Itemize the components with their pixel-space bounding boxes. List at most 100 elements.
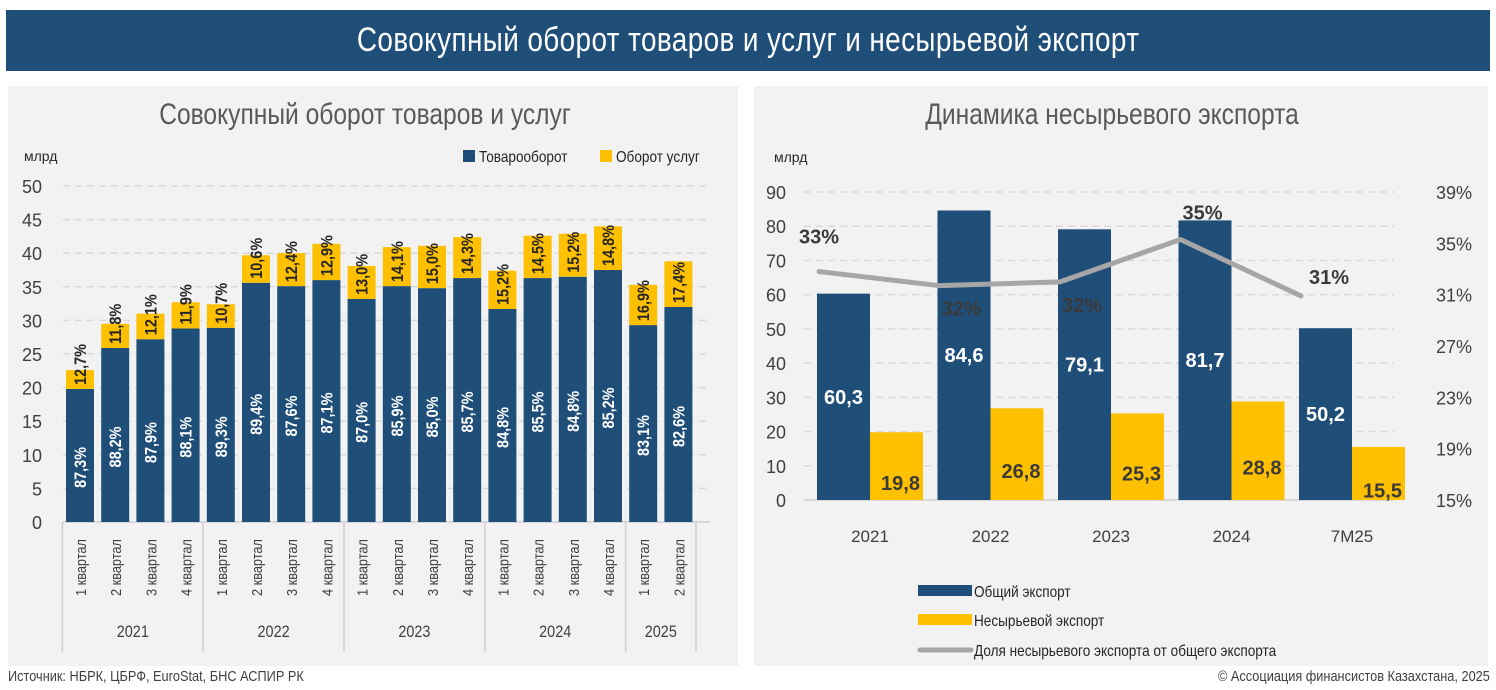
bar-services [664, 261, 693, 307]
legend-swatch-goods [463, 150, 475, 162]
bar-value-total-export: 50,2 [1306, 404, 1345, 426]
bar-services [171, 302, 200, 329]
export-chart-panel: Динамика несырьевого экспорта млрд 0 10 20 30… [754, 86, 1488, 666]
bar-nonresource-export [990, 408, 1044, 500]
bar-total-export [937, 210, 991, 500]
copyright-text: © Ассоциация финансистов Казахстана, 202… [1218, 668, 1490, 685]
x-category-label: 2023 [1092, 527, 1130, 546]
x-category-label: 3 квартал [424, 539, 441, 596]
y2-tick-label: 31% [1436, 286, 1472, 306]
bar-label-goods-share: 85,2% [600, 388, 618, 429]
y-tick-label: 20 [22, 379, 42, 399]
bar-services [488, 270, 517, 309]
page-title-banner: Совокупный оборот товаров и услуг и несы… [6, 10, 1490, 71]
bar-services [347, 265, 376, 299]
legend-label-nonresource-export: Несырьевой экспорт [974, 613, 1104, 630]
bar-goods [347, 298, 376, 522]
bar-label-goods-share: 87,6% [283, 396, 301, 437]
bar-goods [664, 306, 693, 522]
bar-label-goods-share: 84,8% [565, 391, 583, 432]
y-tick-label: 0 [776, 491, 786, 511]
bar-label-services-share: 17,4% [670, 262, 688, 303]
bar-goods [242, 282, 270, 522]
bar-label-goods-share: 85,0% [424, 397, 442, 438]
legend: Товарооборот Оборот услуг [463, 149, 700, 166]
bar-goods [523, 278, 552, 522]
source-note: Источник: НБРК, ЦБРФ, EuroStat, БНС АСПИ… [8, 668, 356, 685]
y-tick-label: 15 [22, 412, 42, 432]
bar-label-goods-share: 85,7% [459, 392, 477, 433]
source-text: Источник: НБРК, ЦБРФ, EuroStat, БНС АСПИ… [8, 668, 304, 685]
bar-label-services-share: 12,1% [142, 294, 160, 335]
y-tick-label: 50 [22, 177, 42, 197]
bar-services [594, 226, 622, 270]
x-category-label: 2 квартал [248, 539, 265, 596]
x-category-label: 2022 [972, 527, 1010, 546]
bar-total-export [1178, 220, 1232, 500]
bar-label-goods-share: 87,9% [142, 422, 160, 463]
export-chart: Динамика несырьевого экспорта млрд 0 10 20 30… [766, 97, 1472, 661]
bar-label-services-share: 10,6% [248, 238, 266, 279]
x-category-label: 1 квартал [213, 539, 230, 596]
legend-swatch-total-export [918, 585, 972, 596]
bar-goods [418, 288, 446, 522]
legend-label-total-export: Общий экспорт [974, 584, 1071, 601]
bar-services [66, 370, 94, 389]
x-category-label: 3 квартал [565, 539, 582, 596]
x-category-label: 2 квартал [107, 539, 124, 596]
bar-value-total-export: 60,3 [824, 387, 863, 409]
bar-services [629, 284, 658, 326]
x-category-label: 2 квартал [530, 539, 547, 596]
x-category-label: 1 квартал [494, 539, 511, 596]
y-tick-label: 30 [22, 311, 42, 331]
y-tick-label: 35 [22, 278, 42, 298]
bar-total-export [1299, 328, 1352, 500]
legend: Общий экспорт Несырьевой экспорт Доля несы… [917, 584, 1277, 660]
bar-label-services-share: 14,3% [459, 233, 477, 274]
bar-services [382, 247, 411, 287]
bar-label-services-share: 14,8% [600, 225, 618, 266]
bar-label-goods-share: 85,5% [530, 392, 548, 433]
x-category-label: 4 квартал [600, 539, 617, 596]
bar-services [101, 323, 130, 348]
bar-nonresource-export [1352, 446, 1405, 500]
bar-label-services-share: 13,0% [354, 254, 372, 295]
turnover-chart-panel: Совокупный оборот товаров и услуг млрд Тов… [8, 86, 738, 666]
y2-tick-label: 15% [1436, 491, 1472, 511]
turnover-chart: Совокупный оборот товаров и услуг млрд Тов… [22, 97, 710, 652]
bar-label-services-share: 12,9% [318, 235, 336, 276]
bar-label-services-share: 14,5% [530, 233, 548, 274]
bar-value-total-export: 81,7 [1186, 350, 1225, 372]
y-tick-label: 40 [22, 244, 42, 264]
x-category-label: 3 квартал [142, 539, 159, 596]
y-tick-label: 20 [766, 423, 786, 443]
bar-nonresource-export [1111, 413, 1164, 500]
x-category-label: 2 квартал [389, 539, 406, 596]
bar-goods [206, 327, 235, 522]
bar-services [312, 243, 341, 281]
bar-label-services-share: 14,1% [389, 241, 407, 282]
bar-value-total-export: 84,6 [945, 345, 984, 367]
line-value-label: 35% [1182, 202, 1222, 224]
bar-label-services-share: 12,7% [72, 344, 90, 385]
y-tick-label: 50 [766, 320, 786, 340]
bar-label-goods-share: 87,1% [318, 393, 336, 434]
bar-label-services-share: 15,2% [565, 232, 583, 273]
y-tick-label: 30 [766, 388, 786, 408]
chart-title: Совокупный оборот товаров и услуг [159, 97, 571, 131]
bar-label-services-share: 16,9% [635, 280, 653, 321]
x-group-label: 2024 [539, 623, 571, 641]
y-axis-unit-label: млрд [24, 148, 57, 164]
bar-nonresource-export [870, 432, 923, 500]
bar-value-nonresource-export: 15,5 [1363, 480, 1402, 502]
bar-label-goods-share: 89,3% [213, 416, 231, 457]
y2-tick-label: 35% [1436, 234, 1472, 254]
x-category-label: 1 квартал [354, 539, 371, 596]
y2-tick-label: 39% [1436, 183, 1472, 203]
bar-services [453, 237, 482, 279]
bar-services [136, 313, 165, 340]
bar-goods [136, 339, 165, 522]
legend-label-share-line: Доля несырьевого экспорта от общего эксп… [974, 643, 1277, 660]
x-category-label: 4 квартал [318, 539, 335, 596]
y-tick-label: 90 [766, 183, 786, 203]
